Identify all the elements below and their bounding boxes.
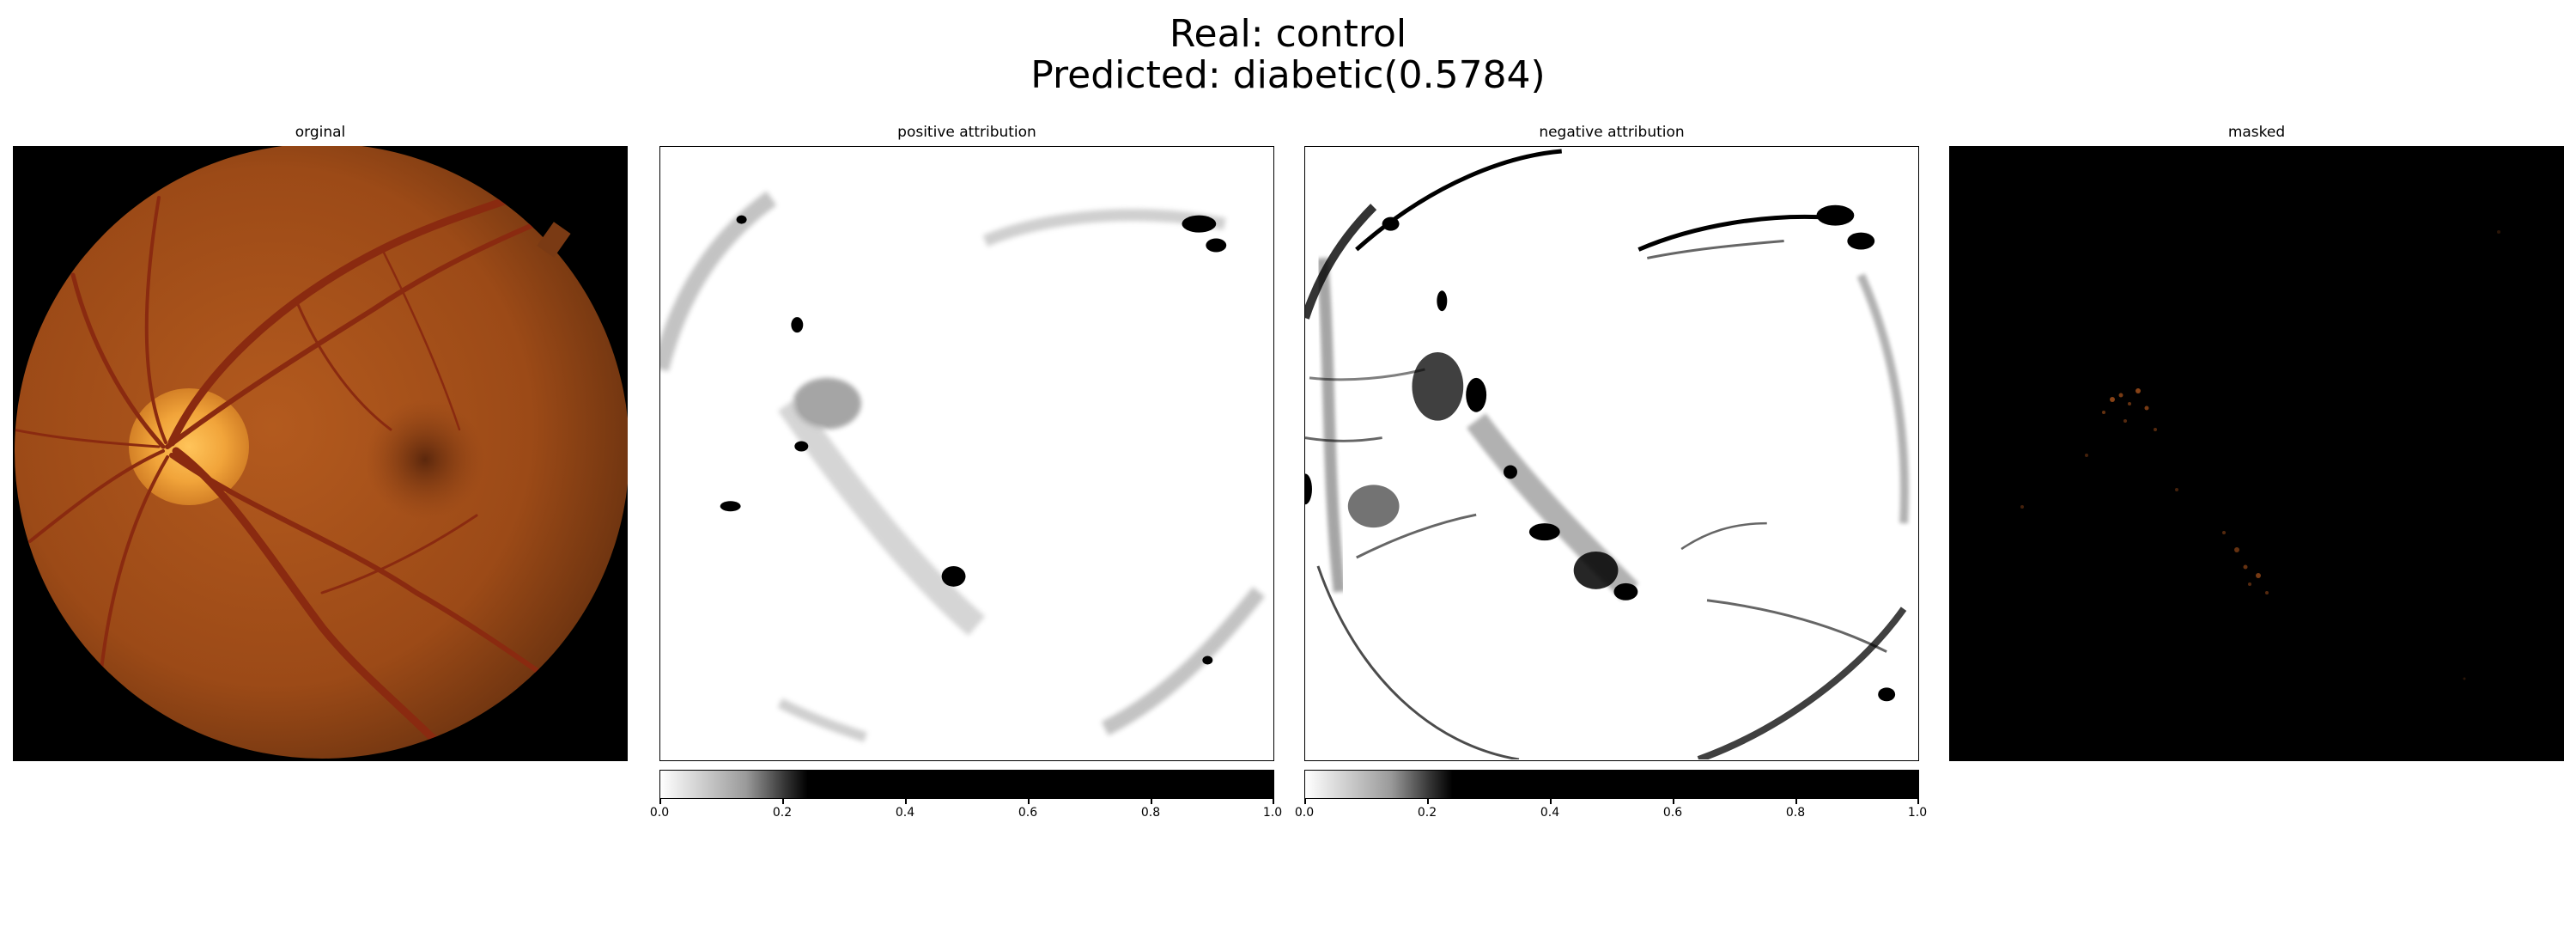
pos-colorbar-tick-label: 0.2	[772, 806, 793, 820]
figure-title-real: Real: control	[1169, 12, 1407, 56]
pos-colorbar-tick-label: 1.0	[1262, 806, 1283, 820]
pos-colorbar-tick-label: 0.0	[649, 806, 670, 820]
neg-colorbar-tick-label: 0.4	[1540, 806, 1560, 820]
masked-image	[1949, 146, 2564, 761]
negative-attribution-map	[1304, 146, 1919, 761]
panel-title-negative: negative attribution	[1539, 124, 1685, 141]
figure-title-predicted: Predicted: diabetic(0.5784)	[1030, 53, 1546, 97]
panel-title-original: orginal	[295, 124, 346, 141]
panel-title-positive: positive attribution	[897, 124, 1036, 141]
neg-colorbar-tick-label: 0.6	[1662, 806, 1683, 820]
positive-attribution-map	[659, 146, 1274, 761]
pos-colorbar-tick-label: 0.8	[1140, 806, 1161, 820]
pos-colorbar-tick-label: 0.6	[1018, 806, 1038, 820]
negative-attribution-colorbar	[1304, 770, 1919, 799]
original-fundus-image	[13, 146, 628, 761]
positive-attribution-colorbar	[659, 770, 1274, 799]
neg-colorbar-tick-label: 0.2	[1417, 806, 1437, 820]
neg-colorbar-tick-label: 0.0	[1294, 806, 1315, 820]
panel-title-masked: masked	[2227, 124, 2286, 141]
neg-colorbar-tick-label: 0.8	[1785, 806, 1806, 820]
pos-colorbar-tick-label: 0.4	[895, 806, 915, 820]
neg-colorbar-tick-label: 1.0	[1907, 806, 1928, 820]
